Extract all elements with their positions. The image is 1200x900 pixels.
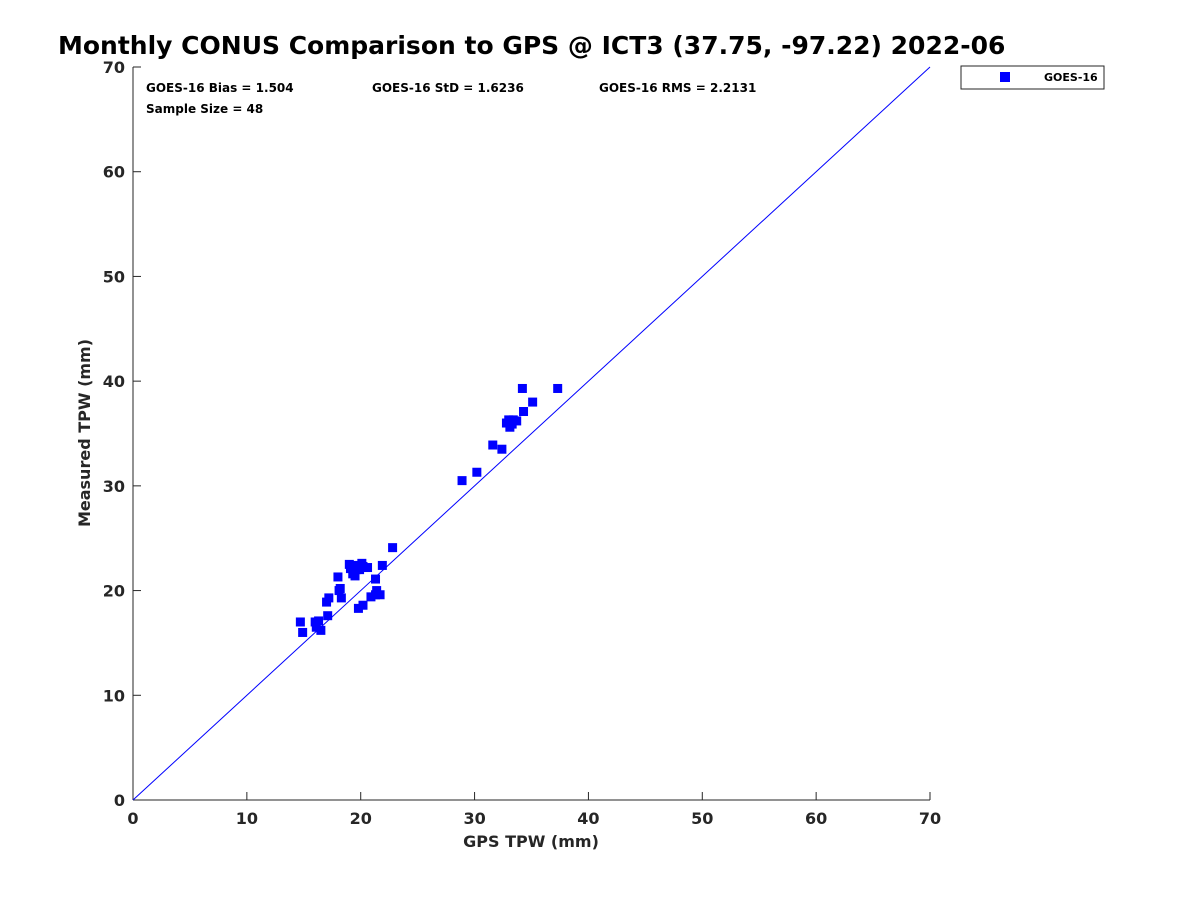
data-point (333, 572, 343, 582)
y-axis-ticks: 0 10 20 30 40 50 60 70 (103, 58, 141, 810)
data-point (472, 467, 482, 477)
data-point (553, 383, 563, 393)
data-point (324, 593, 334, 603)
y-tick-label: 60 (103, 163, 125, 182)
data-points-goes16 (295, 383, 563, 637)
x-tick-label: 0 (127, 809, 138, 828)
y-tick-label: 30 (103, 477, 125, 496)
x-tick-label: 20 (350, 809, 372, 828)
data-point (497, 444, 507, 454)
data-point (316, 625, 326, 635)
legend-label-goes16: GOES-16 (1044, 71, 1098, 84)
data-point (517, 383, 527, 393)
y-tick-label: 0 (114, 791, 125, 810)
y-tick-label: 10 (103, 686, 125, 705)
chart-title: Monthly CONUS Comparison to GPS @ ICT3 (… (58, 31, 1005, 60)
y-tick-label: 70 (103, 58, 125, 77)
x-tick-label: 40 (577, 809, 599, 828)
data-point (528, 397, 538, 407)
stat-sample-size: Sample Size = 48 (146, 102, 263, 116)
x-tick-label: 70 (919, 809, 941, 828)
data-point (358, 561, 368, 571)
data-point (350, 571, 360, 581)
x-axis-label: GPS TPW (mm) (463, 832, 599, 851)
data-point (314, 616, 324, 626)
data-point (371, 590, 381, 600)
data-point (298, 627, 308, 637)
x-tick-label: 10 (236, 809, 258, 828)
data-point (363, 563, 373, 573)
legend-box (960, 65, 1105, 90)
data-point (519, 407, 529, 417)
data-point (488, 440, 498, 450)
x-tick-label: 30 (463, 809, 485, 828)
legend-marker-goes16 (1000, 72, 1010, 82)
stat-rms: GOES-16 RMS = 2.2131 (599, 81, 756, 95)
data-point (349, 561, 359, 571)
stat-std: GOES-16 StD = 1.6236 (372, 81, 524, 95)
data-point (358, 600, 368, 610)
y-tick-label: 40 (103, 372, 125, 391)
y-tick-label: 50 (103, 267, 125, 286)
y-tick-label: 20 (103, 582, 125, 601)
x-axis-ticks: 0 10 20 30 40 50 60 70 (127, 792, 941, 828)
data-point (377, 560, 387, 570)
data-point (295, 617, 305, 627)
x-tick-label: 50 (691, 809, 713, 828)
data-point (512, 416, 522, 426)
plot-area: 0 10 20 30 40 50 60 70 0 10 20 30 40 50 60 70 (103, 58, 941, 828)
data-point (457, 476, 467, 486)
data-point (323, 611, 333, 621)
y-axis-label: Measured TPW (mm) (75, 339, 94, 527)
x-tick-label: 60 (805, 809, 827, 828)
data-point (371, 574, 381, 584)
data-point (375, 590, 385, 600)
data-point (366, 592, 376, 602)
data-point (388, 543, 398, 553)
data-point (311, 622, 321, 632)
data-point (335, 583, 345, 593)
legend: GOES-16 (960, 65, 1105, 90)
data-point (353, 603, 363, 613)
identity-reference-line (132, 66, 931, 801)
data-point (336, 593, 346, 603)
stat-bias: GOES-16 Bias = 1.504 (146, 81, 294, 95)
